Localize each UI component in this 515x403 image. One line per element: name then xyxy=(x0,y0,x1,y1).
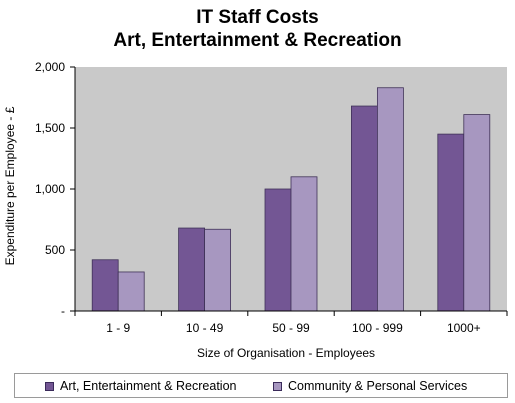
x-tick-label: 1000+ xyxy=(447,321,481,335)
legend-label-series-2: Community & Personal Services xyxy=(288,379,468,393)
bar-chart: - 500 1,000 1,500 2,000 1 - 9 10 - 49 50 - 99 1… xyxy=(3,60,508,360)
chart-subtitle: Art, Entertainment & Recreation xyxy=(113,30,402,51)
chart-title: IT Staff Costs xyxy=(196,7,319,28)
bar-series-1-1 xyxy=(91,259,119,312)
y-tick-label: 2,000 xyxy=(35,60,65,74)
legend-item-series-1: Art, Entertainment & Recreation xyxy=(45,379,236,393)
bar-series-1-5 xyxy=(437,133,465,312)
bar-series-1-2 xyxy=(178,227,206,312)
x-tick-label: 1 - 9 xyxy=(106,321,130,335)
y-tick-label: 1,500 xyxy=(35,121,65,135)
x-tick-label: 10 - 49 xyxy=(186,321,224,335)
legend-swatch-series-2 xyxy=(273,381,282,391)
bar-series-2-3 xyxy=(290,176,318,312)
chart-legend: Art, Entertainment & Recreation Communit… xyxy=(14,373,508,398)
bar-series-2-4 xyxy=(376,87,404,312)
bar-series-1-4 xyxy=(350,105,378,312)
bar-series-2-5 xyxy=(463,114,491,312)
x-tick-label: 100 - 999 xyxy=(352,321,403,335)
y-tick-label: - xyxy=(61,304,65,318)
bar-series-2-1 xyxy=(117,271,145,312)
bar-series-1-3 xyxy=(264,188,292,312)
legend-swatch-series-1 xyxy=(45,381,54,391)
x-tick-label: 50 - 99 xyxy=(272,321,310,335)
legend-item-series-2: Community & Personal Services xyxy=(273,379,467,393)
x-axis-label: Size of Organisation - Employees xyxy=(197,346,375,360)
y-tick-label: 500 xyxy=(45,243,65,257)
y-tick-label: 1,000 xyxy=(35,182,65,196)
legend-label-series-1: Art, Entertainment & Recreation xyxy=(60,379,237,393)
y-axis-label: Expenditure per Employee - £ xyxy=(3,106,17,265)
bar-series-2-2 xyxy=(204,228,232,312)
